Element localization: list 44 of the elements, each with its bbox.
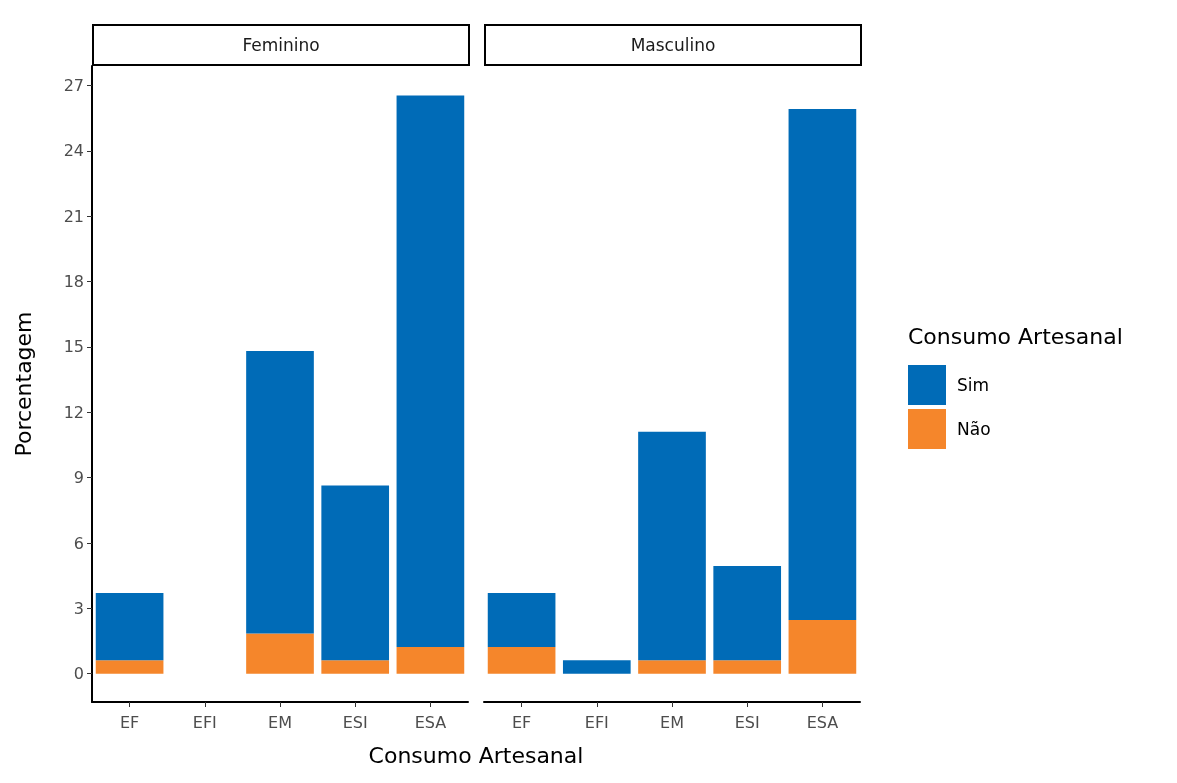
x-tick-label: EFI: [584, 712, 609, 732]
x-tick-label: EF: [119, 712, 140, 732]
chart-title: Feminino: [242, 35, 320, 55]
bar: [562, 660, 631, 674]
bar: [487, 646, 556, 674]
y-tick-label: 12: [63, 402, 84, 422]
x-tick-label: ESA: [806, 712, 839, 732]
bar: [638, 660, 706, 674]
bar: [788, 619, 857, 674]
y-tick-label: 27: [63, 76, 84, 96]
x-tick-label: ESI: [342, 712, 368, 732]
y-tick-label: 3: [73, 598, 84, 618]
bar: [713, 566, 782, 661]
x-axis-title: Consumo Artesanal: [368, 742, 584, 768]
legend-title: Consumo Artesanal: [908, 323, 1123, 349]
bar: [788, 108, 857, 620]
bar: [713, 660, 782, 674]
chart-title: Masculino: [630, 35, 716, 55]
y-tick-label: 15: [63, 337, 84, 357]
y-tick-label: 9: [73, 468, 84, 488]
bar: [95, 660, 164, 674]
bar: [396, 95, 465, 647]
x-tick-label: ESA: [414, 712, 447, 732]
y-axis-title: Porcentagem: [10, 311, 36, 457]
x-tick-label: EM: [660, 712, 684, 732]
y-tick-label: 6: [73, 533, 84, 553]
y-tick-label: 21: [63, 206, 84, 226]
y-tick-label: 18: [63, 272, 84, 292]
bar: [487, 593, 556, 647]
legend-label: Não: [957, 419, 991, 439]
bar: [321, 485, 390, 661]
bar: [396, 646, 465, 674]
bar: [638, 431, 706, 661]
x-tick-label: EFI: [192, 712, 217, 732]
x-tick-label: EM: [268, 712, 292, 732]
bar: [321, 660, 390, 674]
bar: [246, 351, 314, 634]
legend-label: Sim: [957, 375, 990, 395]
y-tick-label: 0: [73, 664, 84, 684]
bar: [246, 633, 314, 674]
x-tick-label: EF: [511, 712, 532, 732]
y-tick-label: 24: [63, 141, 84, 161]
bar: [95, 592, 164, 661]
x-tick-label: ESI: [734, 712, 760, 732]
